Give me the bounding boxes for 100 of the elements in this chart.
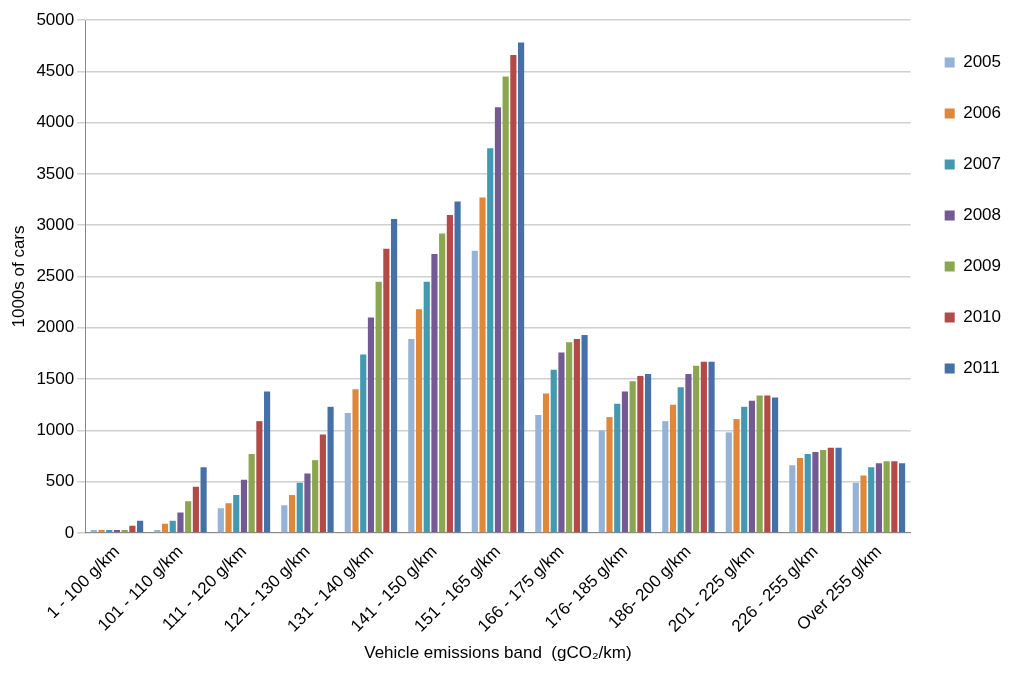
bar bbox=[129, 525, 136, 533]
bar bbox=[789, 465, 796, 533]
y-tick-label: 1000 bbox=[36, 420, 75, 440]
bar bbox=[264, 391, 271, 533]
bar bbox=[240, 479, 248, 533]
bar bbox=[98, 529, 105, 533]
bar bbox=[558, 352, 565, 533]
bar bbox=[217, 508, 224, 533]
legend-label: 2006 bbox=[963, 103, 1002, 123]
bar bbox=[248, 453, 255, 533]
bar bbox=[383, 248, 390, 533]
bar bbox=[423, 281, 430, 533]
y-tick-label: 2000 bbox=[36, 317, 75, 337]
bar bbox=[471, 250, 478, 533]
y-tick-label: 4000 bbox=[36, 112, 75, 132]
bar bbox=[868, 467, 875, 533]
y-tick-label: 500 bbox=[45, 471, 75, 491]
y-tick-label: 4500 bbox=[36, 60, 75, 80]
bar bbox=[296, 482, 303, 533]
bar bbox=[883, 461, 890, 533]
bar bbox=[518, 42, 525, 533]
y-tick-label: 2500 bbox=[36, 266, 75, 286]
bar bbox=[614, 403, 621, 533]
bar bbox=[804, 453, 811, 533]
bar bbox=[312, 460, 319, 533]
bar bbox=[494, 107, 502, 533]
bar bbox=[637, 376, 644, 533]
bar bbox=[502, 76, 509, 533]
bar bbox=[621, 391, 629, 533]
bar bbox=[693, 365, 700, 533]
bar bbox=[891, 461, 898, 533]
bar bbox=[708, 361, 715, 533]
bar bbox=[581, 334, 588, 533]
bar bbox=[225, 503, 232, 533]
bar bbox=[629, 381, 636, 533]
bar bbox=[771, 397, 779, 533]
bar bbox=[725, 432, 732, 533]
bar bbox=[137, 520, 144, 533]
bar bbox=[669, 404, 677, 533]
bar bbox=[573, 339, 580, 533]
bar bbox=[852, 482, 859, 533]
bar bbox=[185, 501, 192, 533]
bar bbox=[860, 475, 867, 533]
bar bbox=[606, 417, 613, 533]
bar bbox=[192, 486, 199, 533]
bar bbox=[748, 400, 756, 533]
legend-label: 2010 bbox=[963, 307, 1002, 327]
bar bbox=[327, 406, 334, 533]
bar bbox=[161, 523, 169, 533]
legend-label: 2007 bbox=[963, 154, 1002, 174]
bar bbox=[169, 520, 176, 533]
bar bbox=[700, 361, 707, 533]
bar bbox=[796, 458, 804, 533]
bar bbox=[662, 421, 669, 533]
bar bbox=[391, 219, 398, 533]
bar bbox=[479, 197, 486, 533]
bar bbox=[875, 463, 883, 533]
bar bbox=[677, 387, 684, 533]
bar bbox=[281, 505, 288, 533]
bar bbox=[741, 406, 748, 533]
bar bbox=[446, 214, 453, 533]
y-tick-label: 5000 bbox=[36, 9, 75, 29]
bar bbox=[431, 253, 438, 533]
bar bbox=[487, 148, 494, 533]
bar bbox=[319, 434, 326, 533]
bar bbox=[439, 233, 446, 533]
bar bbox=[408, 339, 415, 533]
y-tick-label: 0 bbox=[64, 522, 75, 542]
y-axis-title: 1000s of cars bbox=[8, 225, 28, 328]
bar bbox=[820, 449, 827, 533]
bar bbox=[256, 421, 263, 533]
bar bbox=[367, 317, 375, 533]
bar bbox=[454, 201, 461, 533]
bar bbox=[304, 473, 311, 533]
bar bbox=[200, 467, 207, 533]
bar bbox=[177, 512, 184, 533]
legend-label: 2009 bbox=[963, 256, 1002, 276]
legend-label: 2008 bbox=[963, 205, 1002, 225]
y-tick-label: 3000 bbox=[36, 214, 75, 234]
bar bbox=[827, 447, 834, 533]
bar bbox=[835, 447, 842, 533]
y-tick-label: 3500 bbox=[36, 163, 75, 183]
bar bbox=[360, 354, 367, 533]
bar bbox=[685, 373, 692, 533]
bar bbox=[288, 495, 296, 533]
bar bbox=[566, 342, 573, 533]
bar bbox=[344, 412, 351, 533]
bar bbox=[352, 389, 359, 533]
bar bbox=[510, 54, 517, 533]
bar bbox=[550, 369, 557, 533]
bar bbox=[812, 451, 819, 533]
bar bbox=[375, 281, 382, 533]
bar bbox=[733, 419, 740, 533]
bar bbox=[898, 463, 906, 533]
legend-label: 2005 bbox=[963, 52, 1002, 72]
y-tick-label: 1500 bbox=[36, 368, 75, 388]
bar bbox=[644, 373, 652, 533]
bar bbox=[233, 495, 240, 533]
bar bbox=[764, 395, 771, 533]
legend-label: 2011 bbox=[963, 358, 1000, 378]
